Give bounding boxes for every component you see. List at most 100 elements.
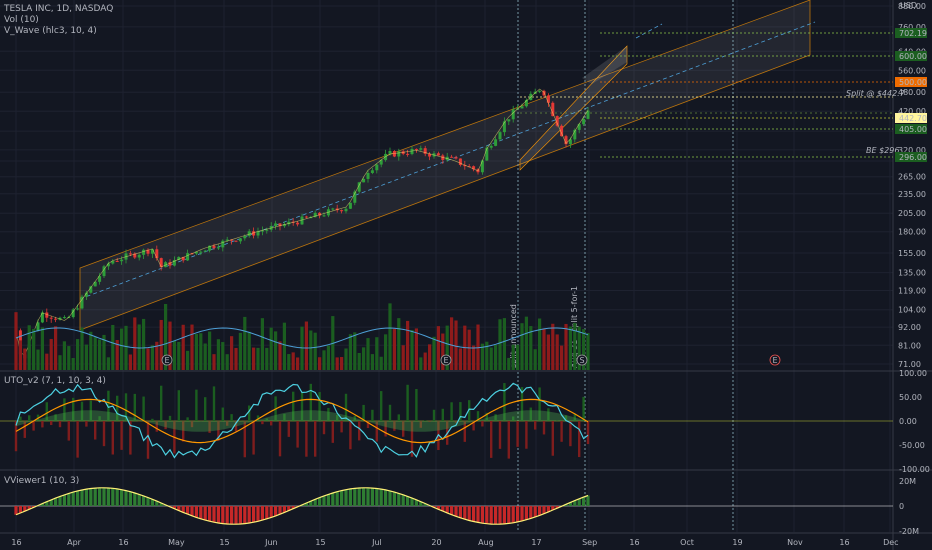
volume-bar <box>106 357 110 370</box>
volume-bar <box>128 354 132 370</box>
price-badge-label: 405.00 <box>899 125 927 134</box>
candle-body <box>494 139 498 146</box>
vviewer-bar <box>98 487 102 506</box>
volume-bar <box>45 353 49 370</box>
x-tick-label: Jun <box>264 538 278 547</box>
candle-body <box>186 253 190 261</box>
vviewer-bar <box>384 489 388 506</box>
vviewer-bar <box>573 500 577 506</box>
volume-bar <box>172 340 176 370</box>
volume-bar <box>494 344 498 370</box>
breakeven-level-text: BE $296 <box>866 146 899 155</box>
x-tick-label: Oct <box>680 538 694 547</box>
volume-bar <box>546 334 550 370</box>
vviewer-bar <box>309 501 313 506</box>
volume-bar <box>260 318 264 370</box>
x-tick-label: May <box>168 538 185 547</box>
vviewer-bar <box>221 506 225 524</box>
candle-body <box>340 210 344 212</box>
candle-body <box>45 312 49 318</box>
candle-body <box>274 223 278 226</box>
price-tick-label: 135.00 <box>898 269 926 278</box>
candle-body <box>564 136 568 145</box>
candle-body <box>216 247 220 249</box>
vviewer-bar <box>265 506 269 519</box>
volume-bar <box>230 336 234 370</box>
vviewer-bar <box>489 506 493 525</box>
volume-bar <box>370 354 374 370</box>
vviewer-bar <box>304 503 308 506</box>
vviewer-bar <box>577 498 581 506</box>
volume-bar <box>221 342 225 370</box>
vviewer-bar <box>269 506 273 518</box>
vviewer-bar <box>524 506 528 520</box>
volume-bar <box>366 338 370 370</box>
x-tick-label: 16 <box>839 538 849 547</box>
vviewer-bar <box>551 506 555 511</box>
vviewer-panel <box>0 487 893 525</box>
regression-channel <box>79 0 816 331</box>
price-badge-label: 500.00 <box>899 78 927 87</box>
vviewer-bar <box>533 506 537 517</box>
earnings-marker-circle <box>161 354 173 366</box>
volume-bar <box>335 357 339 370</box>
vviewer-bar <box>401 494 405 506</box>
price-tick-label: 760.00 <box>898 23 926 32</box>
vviewer-bar <box>133 492 137 506</box>
x-tick-label: 16 <box>629 538 639 547</box>
vviewer-bar <box>472 506 476 522</box>
volume-bar <box>234 347 238 370</box>
uto-tick-label: 50.00 <box>899 393 922 402</box>
candle-body <box>502 121 506 133</box>
price-tick-label: 180.00 <box>898 228 926 237</box>
volume-bar <box>445 325 449 370</box>
price-badge-label: 442.70 <box>899 114 927 123</box>
vviewer-bar <box>467 506 471 521</box>
vviewer-bar <box>485 506 489 524</box>
vviewer-bar <box>115 488 119 506</box>
volume-bar <box>164 303 168 370</box>
volume-bar <box>401 345 405 370</box>
vviewer-bar <box>146 497 150 506</box>
volume-bar <box>379 356 383 370</box>
candle-body <box>278 223 282 227</box>
volume-bar <box>397 318 401 370</box>
vviewer-bar <box>366 487 370 506</box>
candle-body <box>212 245 216 249</box>
volume-bar <box>410 330 414 370</box>
vviewer-bar <box>49 499 53 506</box>
vviewer-bar <box>159 502 163 506</box>
volume-bar <box>384 334 388 370</box>
candle-body <box>84 292 88 297</box>
candle-body <box>542 90 546 96</box>
candle-body <box>243 235 247 239</box>
volume-bar <box>542 328 546 370</box>
candle-body <box>357 182 361 192</box>
vviewer-bar <box>89 488 93 506</box>
price-badge <box>895 77 927 87</box>
volume-bar <box>71 357 75 370</box>
price-badge-label: 600.00 <box>899 52 927 61</box>
vviewer-bar <box>419 501 423 506</box>
uto-tick-label: -100.00 <box>899 465 930 474</box>
vviewer-bar <box>128 491 132 506</box>
vviewer-legend: VViewer1 (10, 3) <box>4 476 80 486</box>
volume-bar <box>538 318 542 370</box>
vviewer-bar <box>32 506 36 508</box>
volume-bar <box>353 332 357 370</box>
candle-body <box>419 148 423 150</box>
vviewer-bar <box>340 490 344 506</box>
volume-bar <box>102 334 106 370</box>
candle-body <box>111 260 115 264</box>
vviewer-bar <box>247 506 251 523</box>
candle-body <box>511 109 515 120</box>
candle-body <box>480 160 484 173</box>
vviewer-bar <box>450 506 454 515</box>
volume-bar <box>155 341 159 370</box>
volume-bar <box>177 341 181 370</box>
candle-body <box>454 157 458 159</box>
candle-body <box>551 102 555 117</box>
volume-bar <box>524 316 528 370</box>
candle-body <box>366 172 370 179</box>
